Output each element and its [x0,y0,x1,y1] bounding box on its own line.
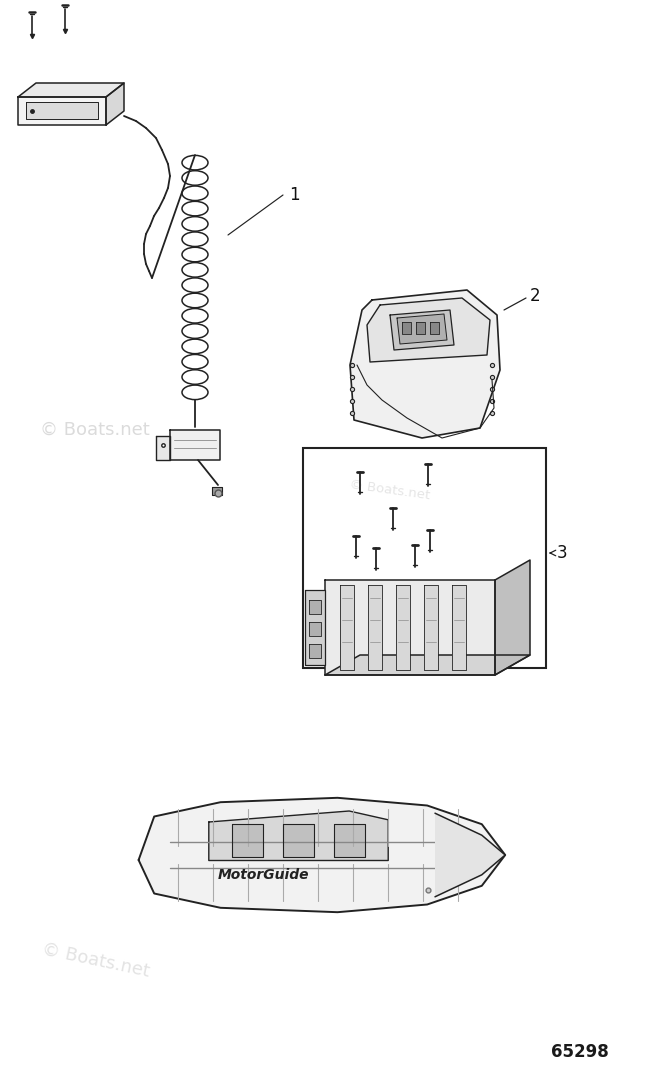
Text: 3: 3 [557,544,568,562]
Polygon shape [367,298,490,362]
Polygon shape [156,436,170,460]
Polygon shape [325,580,495,675]
Polygon shape [309,622,321,637]
Polygon shape [26,103,98,119]
Text: 65298: 65298 [551,1043,609,1061]
Polygon shape [495,560,530,675]
Text: 2: 2 [530,287,540,305]
Text: © Boats.net: © Boats.net [40,421,150,439]
Polygon shape [212,487,222,494]
Bar [303,447,546,668]
Polygon shape [209,811,388,861]
Polygon shape [325,655,530,675]
Polygon shape [390,310,454,350]
Polygon shape [397,314,447,344]
Polygon shape [396,585,410,670]
Polygon shape [139,798,505,912]
Text: © Boats.net: © Boats.net [40,940,151,980]
Polygon shape [18,97,106,125]
Polygon shape [106,83,124,125]
Polygon shape [416,321,425,334]
Text: © Boats.net: © Boats.net [349,477,431,502]
Polygon shape [452,585,466,670]
Polygon shape [170,430,220,460]
Polygon shape [350,290,500,438]
Polygon shape [309,600,321,614]
Text: MotorGuide: MotorGuide [217,868,309,882]
Polygon shape [430,321,439,334]
Polygon shape [424,585,438,670]
Polygon shape [18,83,124,97]
Text: 1: 1 [289,186,299,204]
Polygon shape [368,585,382,670]
Polygon shape [305,590,325,665]
Polygon shape [333,824,365,858]
Polygon shape [309,644,321,658]
Polygon shape [340,585,354,670]
Polygon shape [283,824,314,858]
Polygon shape [402,321,411,334]
Polygon shape [435,813,505,897]
Polygon shape [232,824,264,858]
